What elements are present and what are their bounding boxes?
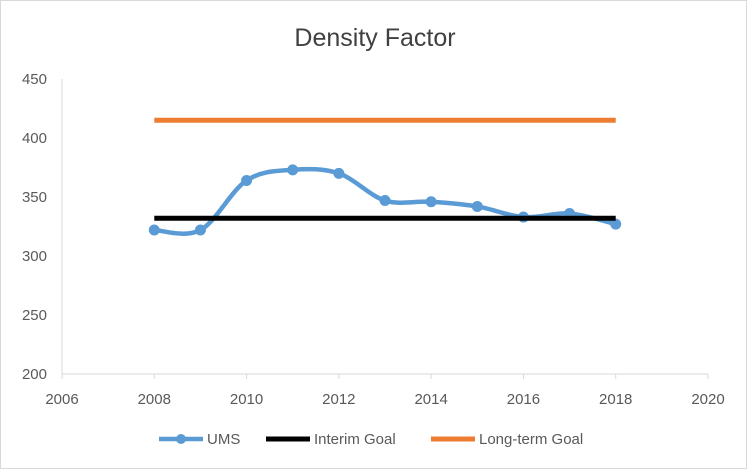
legend-item-long-term-goal: Long-term Goal — [431, 431, 583, 448]
axes: 200 250 300 350 400 450 2006 2008 2010 2012 2014 20… — [22, 71, 725, 408]
legend-item-ums: UMS — [159, 431, 240, 448]
x-tick-label: 2018 — [599, 391, 632, 408]
legend: UMS Interim Goal Long-term Goal — [159, 431, 583, 448]
y-tick-label: 350 — [22, 189, 47, 206]
x-tick-label: 2006 — [45, 391, 78, 408]
y-tick-label: 200 — [22, 366, 47, 383]
legend-item-interim-goal: Interim Goal — [266, 431, 396, 448]
y-tick-label: 300 — [22, 248, 47, 265]
data-point-ums — [194, 224, 206, 236]
y-tick-label: 450 — [22, 71, 47, 88]
x-tick-label: 2016 — [507, 391, 540, 408]
x-tick-label: 2008 — [138, 391, 171, 408]
x-tick-label: 2014 — [414, 391, 447, 408]
x-tick-label: 2012 — [322, 391, 355, 408]
legend-label-ums: UMS — [207, 431, 240, 448]
data-point-ums — [471, 200, 483, 212]
x-tick-label: 2020 — [691, 391, 724, 408]
data-point-ums — [333, 167, 345, 179]
data-point-ums — [148, 224, 160, 236]
chart-title: Density Factor — [294, 24, 455, 52]
data-point-ums — [379, 195, 391, 207]
y-tick-label: 250 — [22, 307, 47, 324]
data-point-ums — [425, 196, 437, 208]
legend-label-interim-goal: Interim Goal — [314, 431, 396, 448]
data-point-ums — [287, 164, 299, 176]
legend-marker-ums — [176, 434, 186, 444]
y-tick-label: 400 — [22, 130, 47, 147]
legend-label-long-term-goal: Long-term Goal — [479, 431, 583, 448]
data-point-ums — [241, 174, 253, 186]
x-tick-label: 2010 — [230, 391, 263, 408]
series-layer — [148, 117, 622, 236]
